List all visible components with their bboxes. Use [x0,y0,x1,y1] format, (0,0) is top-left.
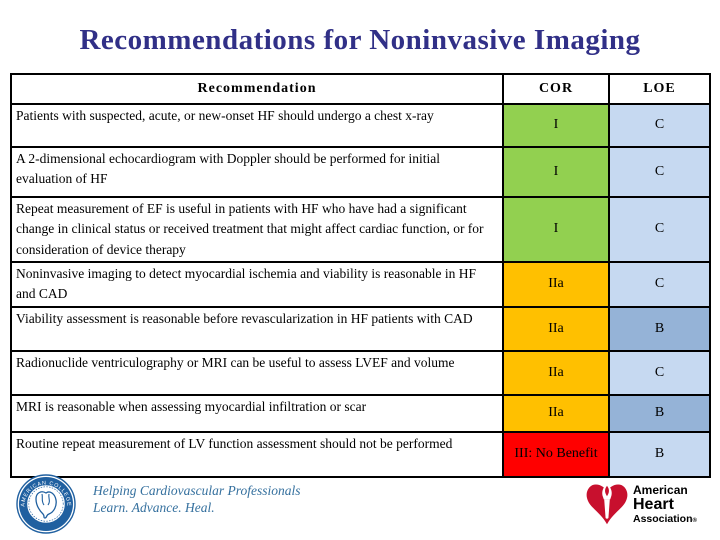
aha-heart-torch-icon [586,483,628,525]
cor-value: I [502,103,610,148]
table-row: Routine repeat measurement of LV functio… [10,430,711,478]
aha-line-heart: Heart [633,496,674,513]
loe-value: C [608,196,711,263]
loe-value: C [608,260,711,308]
aha-line-american: American [633,483,688,497]
registered-mark: ® [692,518,697,524]
col-header-recommendation: Recommendation [10,73,504,105]
cor-value: IIa [502,393,610,433]
acc-tagline-line1: Helping Cardiovascular Professionals [93,483,301,498]
table-row: Patients with suspected, acute, or new-o… [10,103,711,148]
recommendation-text: A 2-dimensional echocardiogram with Dopp… [10,146,504,198]
cor-value: III: No Benefit [502,430,610,478]
footer: AMERICAN COLLEGE of CARDIOLOGY Helping C… [0,472,720,540]
loe-value: B [608,393,711,433]
cor-value: IIa [502,349,610,396]
table-row: Repeat measurement of EF is useful in pa… [10,196,711,263]
aha-line-association: Association® [633,513,697,525]
table-header-row: Recommendation COR LOE [10,73,711,105]
recommendation-text: Repeat measurement of EF is useful in pa… [10,196,504,263]
recommendation-text: Patients with suspected, acute, or new-o… [10,103,504,148]
cor-value: IIa [502,305,610,352]
loe-value: C [608,146,711,198]
recommendation-text: Radionuclide ventriculography or MRI can… [10,349,504,396]
loe-value: B [608,430,711,478]
loe-value: C [608,103,711,148]
acc-tagline-line2: Learn. Advance. Heal. [93,500,215,515]
acc-seal-icon: AMERICAN COLLEGE of CARDIOLOGY [16,474,76,534]
recommendation-text: MRI is reasonable when assessing myocard… [10,393,504,433]
recommendations-table: Recommendation COR LOE Patients with sus… [10,73,711,478]
loe-value: B [608,305,711,352]
recommendation-text: Routine repeat measurement of LV functio… [10,430,504,478]
table-row: Radionuclide ventriculography or MRI can… [10,349,711,396]
cor-value: I [502,196,610,263]
aha-wordmark: American Heart Association® [633,484,697,527]
recommendation-text: Noninvasive imaging to detect myocardial… [10,260,504,308]
table-row: Viability assessment is reasonable befor… [10,305,711,352]
page-title: Recommendations for Noninvasive Imaging [79,24,641,56]
cor-value: I [502,146,610,198]
table-row: MRI is reasonable when assessing myocard… [10,393,711,433]
loe-value: C [608,349,711,396]
table-row: Noninvasive imaging to detect myocardial… [10,260,711,308]
recommendation-text: Viability assessment is reasonable befor… [10,305,504,352]
cor-value: IIa [502,260,610,308]
col-header-loe: LOE [608,73,711,105]
table-row: A 2-dimensional echocardiogram with Dopp… [10,146,711,198]
col-header-cor: COR [502,73,610,105]
acc-tagline: Helping Cardiovascular Professionals Lea… [93,482,301,516]
